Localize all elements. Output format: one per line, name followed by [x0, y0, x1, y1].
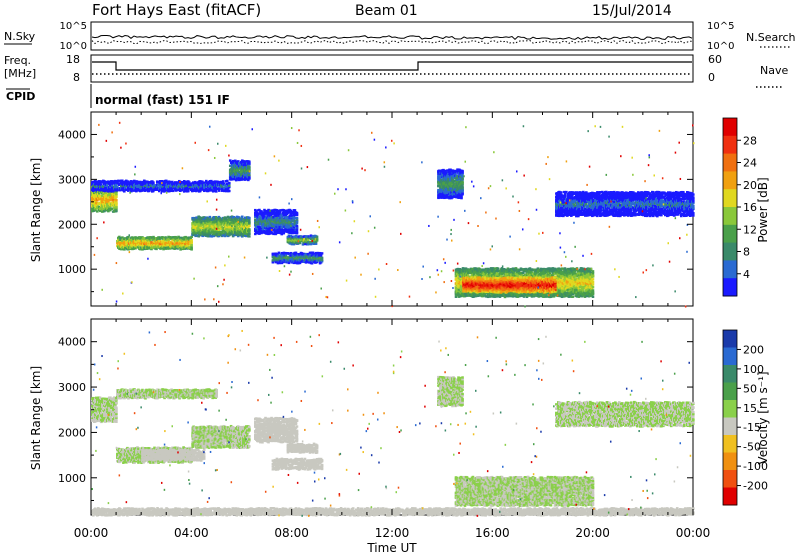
freq-label-line2: [MHz] [4, 67, 36, 80]
freq-left-tick-high: 18 [66, 53, 80, 66]
data-cell [248, 228, 251, 230]
data-cell [497, 267, 500, 269]
nsky-label: N.Sky [4, 30, 36, 43]
data-cell [228, 190, 231, 192]
noise-right-tick-low: 10^0 [707, 41, 734, 52]
nave-label: Nave [760, 64, 788, 77]
noise-left-tick-low: 10^0 [60, 41, 87, 52]
data-cell [248, 217, 251, 219]
station-title: Fort Hays East (fitACF) [92, 1, 261, 19]
cpid-label: CPID [6, 90, 35, 103]
data-cell [190, 239, 193, 241]
data-cell [296, 231, 299, 233]
nsearch-label: N.Search [746, 31, 796, 44]
data-cell [190, 246, 193, 248]
data-cell [248, 221, 251, 223]
data-cell [461, 186, 464, 188]
noise-left-tick-high: 10^5 [60, 21, 87, 32]
data-cell [209, 216, 212, 218]
data-cell [152, 181, 155, 183]
data-cell [190, 244, 193, 246]
nsky-trace [92, 36, 692, 40]
data-cell [215, 190, 218, 192]
data-cell [321, 257, 324, 259]
data-cell [321, 252, 324, 254]
data-cell [248, 166, 251, 168]
nsearch-trace [92, 41, 692, 44]
data-cell [248, 232, 251, 234]
nave-right-tick-high: 60 [708, 53, 722, 66]
data-cell [115, 199, 118, 201]
noise-panel: N.Sky 10^5 10^0 10^5 10^0 N.Search [4, 21, 796, 52]
freq-trace [92, 62, 692, 70]
data-cell [241, 216, 244, 218]
data-cell [226, 180, 229, 182]
data-cell [248, 225, 251, 227]
data-cell [222, 180, 225, 182]
data-cell [190, 241, 193, 243]
data-cell [461, 170, 464, 172]
cpid-value: normal (fast) 151 IF [95, 93, 230, 107]
data-cell [115, 193, 118, 195]
data-cell [461, 177, 464, 179]
data-cell [316, 236, 319, 238]
data-cell [248, 161, 251, 163]
date-label: 15/Jul/2014 [592, 3, 672, 19]
data-cell [248, 235, 251, 237]
data-cell [115, 202, 118, 204]
nave-right-tick-low: 0 [708, 71, 715, 84]
data-cell [316, 238, 319, 240]
data-cell [190, 236, 193, 238]
data-cell [294, 209, 297, 211]
noise-right-tick-high: 10^5 [707, 21, 734, 32]
data-cell [296, 225, 299, 227]
beam-label: Beam 01 [355, 3, 418, 19]
freq-left-tick-low: 8 [73, 71, 80, 84]
data-cell [218, 189, 221, 191]
freq-label-line1: Freq. [4, 54, 31, 67]
data-cell [248, 174, 251, 176]
data-cell [461, 181, 464, 183]
data-cell [296, 217, 299, 219]
data-cell [228, 182, 231, 184]
freq-panel: Freq. [MHz] 18 8 60 0 Nave [4, 53, 788, 87]
data-cell [296, 212, 299, 214]
data-cell [321, 259, 324, 261]
